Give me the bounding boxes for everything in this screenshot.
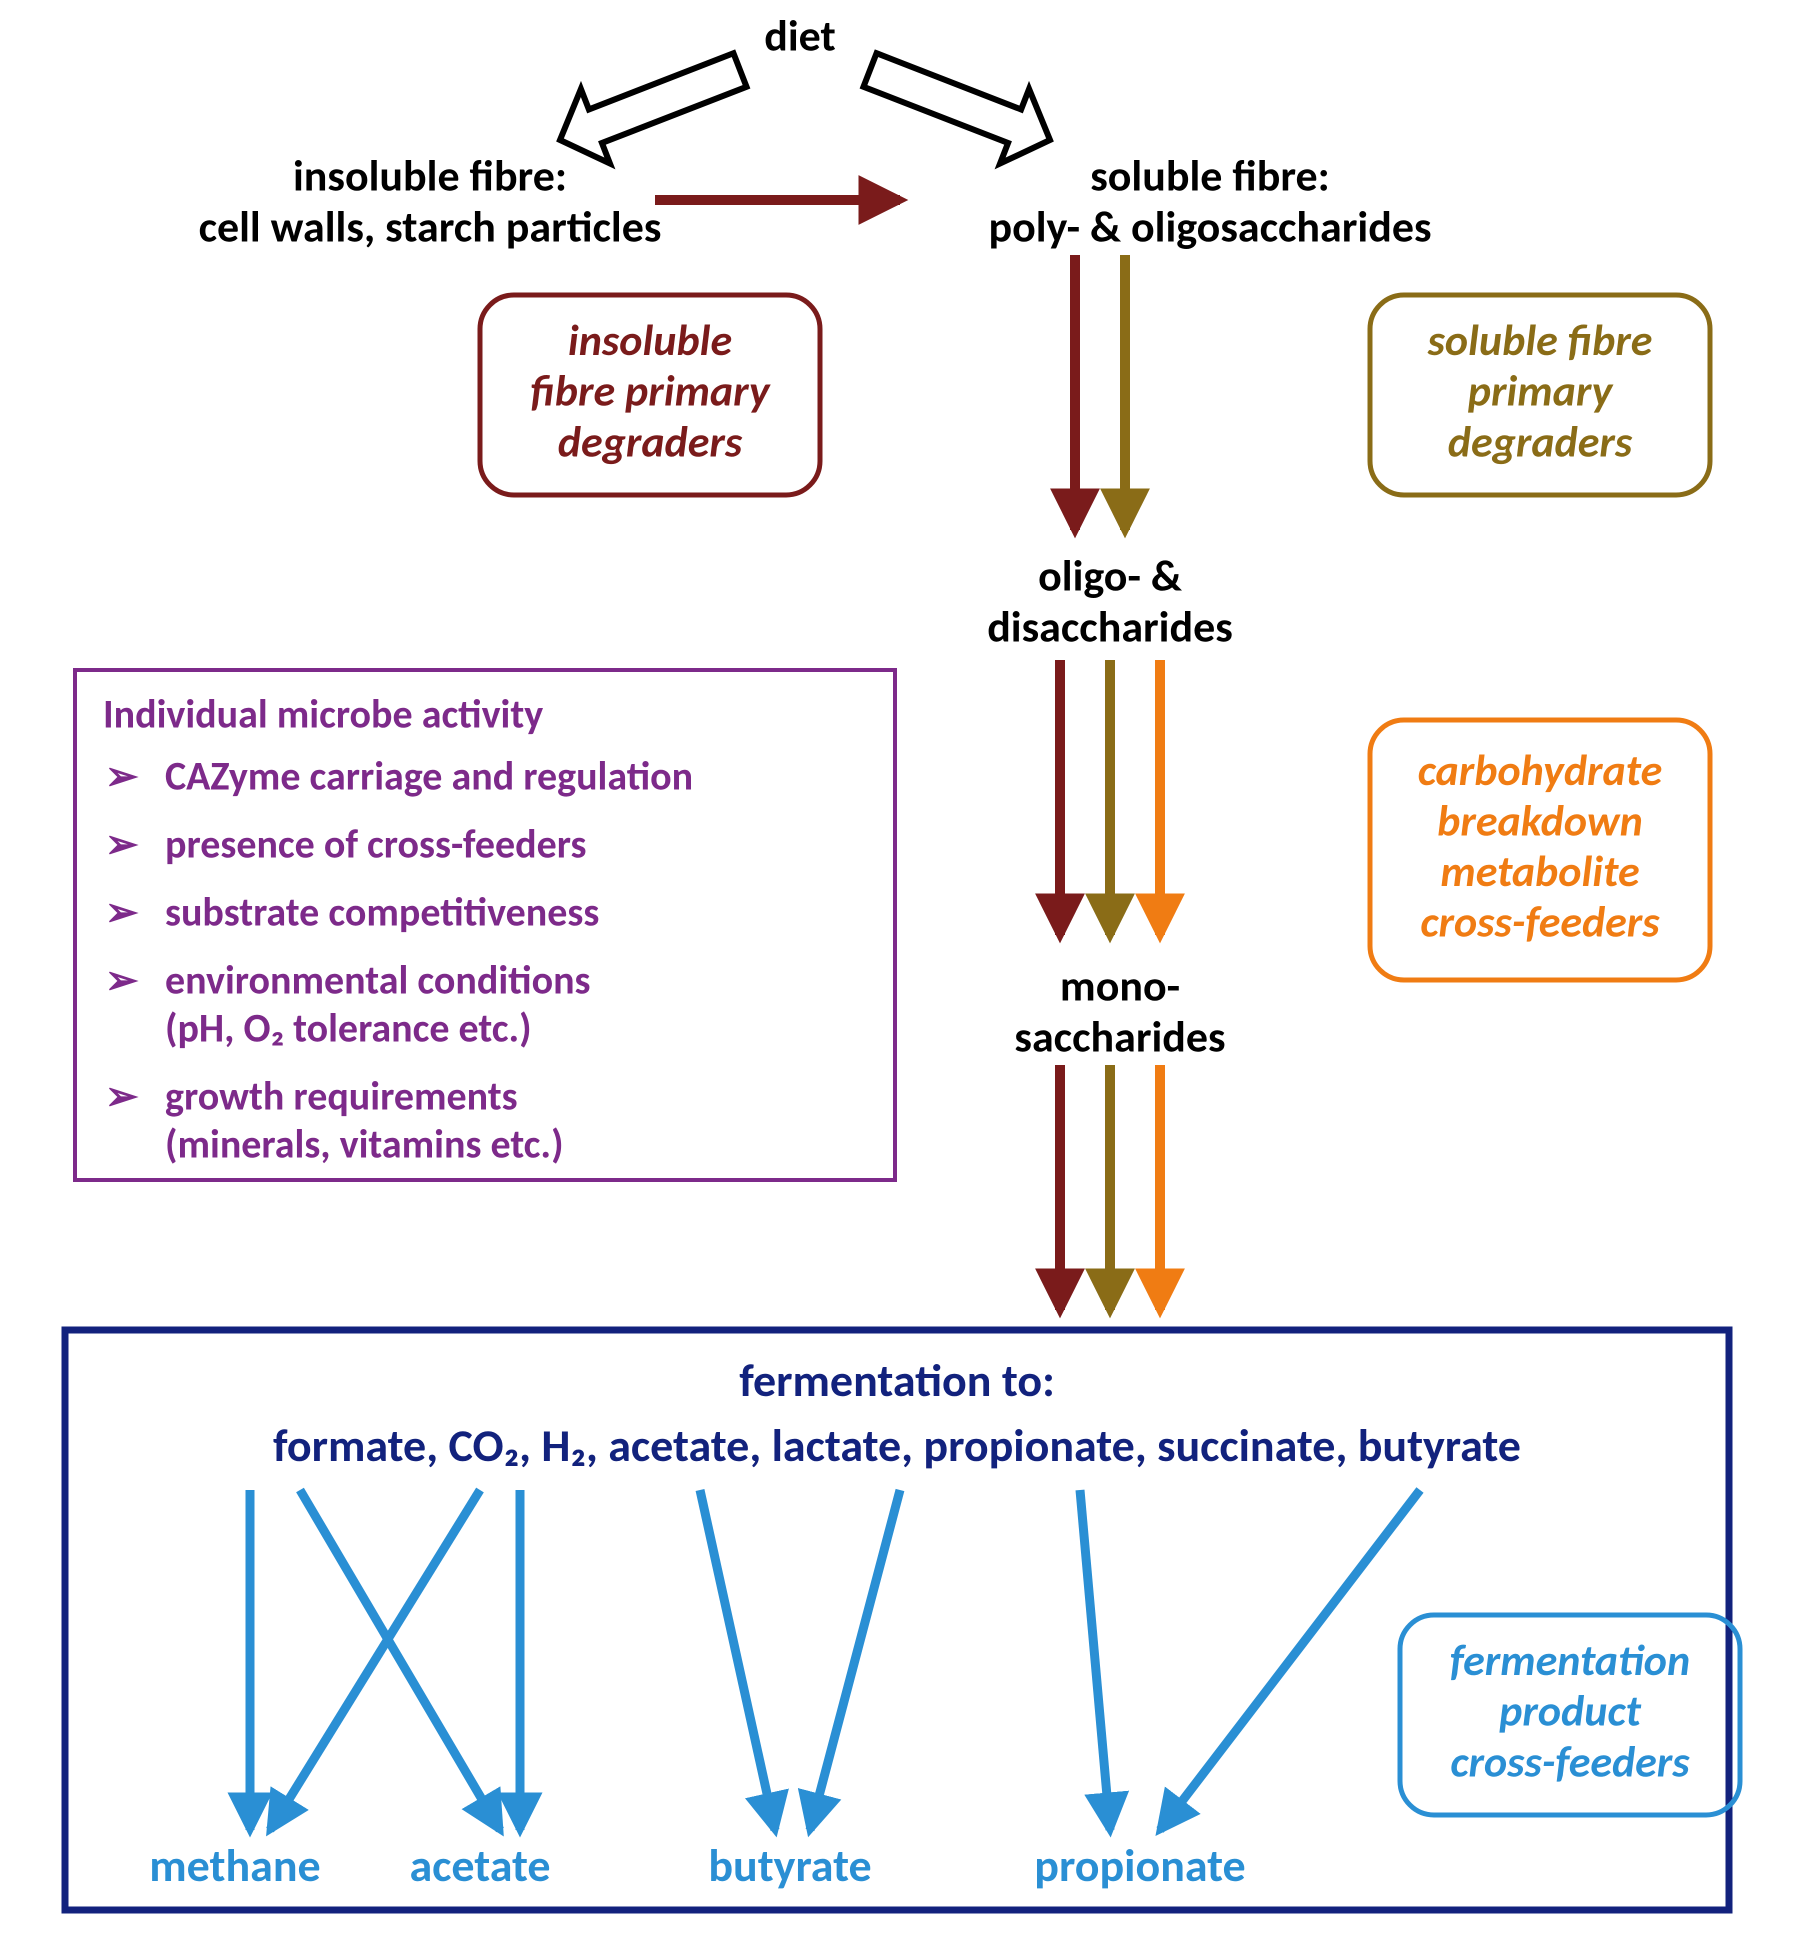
activity-bullet-4: ➢ [105,1072,139,1121]
svg-text:soluble fibre:: soluble fibre: [1090,149,1330,203]
arrow-13 [700,1490,775,1830]
arrow-14 [810,1490,900,1830]
node-oligo: oligo- &disaccharides [987,549,1233,654]
end-product-butyrate: butyrate [708,1838,871,1894]
activity-bullet-1: ➢ [105,820,139,869]
node-diet: diet [764,9,836,63]
fermentation-cross-feeders-label-2: cross-feeders [1450,1734,1690,1788]
soluble-primary-degraders-label-1: primary [1468,364,1614,418]
soluble-primary-degraders-label-2: degraders [1448,414,1633,468]
fermentation-cross-feeders-label-0: fermentation [1450,1633,1690,1687]
activity-item-2-0: substrate competitiveness [165,888,599,937]
activity-item-3-0: environmental conditions [165,956,591,1005]
soluble-primary-degraders-label-0: soluble fibre [1427,313,1653,367]
activity-bullet-3: ➢ [105,956,139,1005]
node-insoluble: insoluble fibre:cell walls, starch parti… [199,149,662,254]
svg-text:oligo- &: oligo- & [1038,549,1183,603]
end-product-acetate: acetate [409,1838,550,1894]
hollow-arrow-0 [560,53,747,163]
activity-item-0-0: CAZyme carriage and regulation [165,752,693,801]
fermentation-box [65,1330,1729,1910]
insoluble-primary-degraders-label-2: degraders [558,414,743,468]
svg-text:disaccharides: disaccharides [987,599,1233,653]
fermentation-cross-feeders-label-1: product [1499,1684,1641,1738]
activity-item-1-0: presence of cross-feeders [165,820,586,869]
svg-text:insoluble fibre:: insoluble fibre: [293,149,567,203]
activity-item-4-0: growth requirements [165,1072,518,1121]
activity-title: Individual microbe activity [103,690,543,739]
carb-cross-feeders-label-2: metabolite [1440,844,1639,898]
arrow-16 [1160,1490,1420,1830]
end-product-methane: methane [149,1838,320,1894]
svg-text:saccharides: saccharides [1014,1009,1225,1063]
carb-cross-feeders-label-0: carbohydrate [1418,743,1663,797]
activity-item-3-1: (pH, O₂ tolerance etc.) [165,1004,532,1053]
fermentation-title: fermentation to: [739,1353,1055,1409]
insoluble-primary-degraders-label-1: fibre primary [530,364,771,418]
svg-text:cell walls, starch particles: cell walls, starch particles [199,199,662,253]
flowchart-canvas: diet insoluble fibre:cell walls, starch p… [0,0,1794,1950]
fermentation-products-line: formate, CO₂, H₂, acetate, lactate, prop… [273,1418,1521,1474]
end-product-propionate: propionate [1034,1838,1245,1894]
activity-bullet-2: ➢ [105,888,139,937]
node-soluble: soluble fibre:poly- & oligosaccharides [988,149,1431,254]
arrow-15 [1080,1490,1110,1830]
svg-text:mono-: mono- [1060,959,1180,1013]
carb-cross-feeders-label-1: breakdown [1437,793,1643,847]
carb-cross-feeders-label-3: cross-feeders [1420,895,1660,949]
svg-text:diet: diet [764,9,836,63]
hollow-arrow-1 [863,53,1050,163]
insoluble-primary-degraders-label-0: insoluble [568,313,732,367]
node-mono: mono-saccharides [1014,959,1225,1064]
svg-text:poly- & oligosaccharides: poly- & oligosaccharides [988,199,1431,253]
arrow-11 [270,1490,480,1830]
arrow-10 [300,1490,500,1830]
activity-bullet-0: ➢ [105,752,139,801]
activity-item-4-1: (minerals, vitamins etc.) [165,1120,564,1169]
